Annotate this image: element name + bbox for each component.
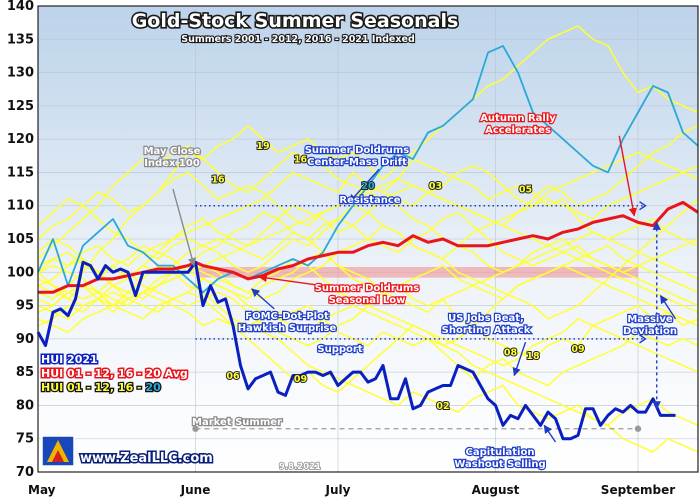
capitulation-arrow <box>543 424 557 443</box>
y-tick-label: 75 <box>16 432 34 447</box>
annotation-market-summer: Market Summer <box>192 417 282 428</box>
x-axis: May June July August September <box>28 483 675 497</box>
x-tick-label: June <box>180 483 211 497</box>
annotation-may-close-line2: Index 100 <box>144 158 200 169</box>
annotation-support: Support <box>317 344 362 355</box>
chart-title: Gold-Stock Summer Seasonals <box>132 10 459 32</box>
resistance-line-arrowhead <box>639 201 647 211</box>
seasonal-low-arrow <box>258 273 346 290</box>
seasonal-low-band <box>195 266 638 278</box>
annotation-jobs-beat-line1: US Jobs Beat, <box>448 313 524 324</box>
autumn-rally-arrow <box>618 135 637 217</box>
logo-text: www.ZealLLC.com <box>80 451 213 466</box>
y-axis: 70 75 80 85 90 95 100 105 110 115 120 125 130 135 140 <box>7 0 34 480</box>
legend-hui2021: HUI 2021 <box>41 353 98 366</box>
y-tick-label: 70 <box>16 465 34 480</box>
seasonal-low-band-layer <box>195 266 638 278</box>
y-tick-label: 125 <box>7 99 34 114</box>
fomc-arrow <box>251 288 275 310</box>
y-tick-label: 95 <box>16 299 34 314</box>
series-average-line <box>38 200 699 294</box>
massive-deviation-arrow <box>659 294 677 320</box>
y-tick-label: 100 <box>7 265 34 280</box>
series-hui-2021-line <box>36 260 676 441</box>
y-tick-label: 85 <box>16 365 34 380</box>
year-label-09: 09 <box>571 344 584 355</box>
annotation-autumn-rally-line1: Autumn Rally <box>480 113 556 124</box>
chart-date: 9.8.2021 <box>279 462 321 472</box>
individual-year-line <box>37 211 699 300</box>
annotation-fomc-line2: Hawkish Surprise <box>238 323 337 334</box>
annotation-center-mass-drift-line1: Summer Doldrums <box>305 145 410 156</box>
annotation-seasonal-low-line2: Seasonal Low <box>329 295 406 306</box>
annotation-fomc-line1: FOMC-Dot-Plot <box>245 311 329 322</box>
market-summer-end-dot <box>634 425 642 432</box>
annotation-massive-deviation-line1: Massive <box>627 314 673 325</box>
individual-year-line <box>37 231 699 313</box>
legend-indiv-suffix: 20 <box>145 381 161 394</box>
y-tick-label: 130 <box>7 66 34 81</box>
may-close-arrow <box>172 188 197 267</box>
annotation-massive-deviation-line2: Deviation <box>623 326 677 337</box>
annotation-autumn-rally-line2: Accelerates <box>485 125 551 136</box>
annotation-may-close-line1: May Close <box>144 146 201 157</box>
y-tick-label: 115 <box>7 165 34 180</box>
y-tick-label: 90 <box>16 332 34 347</box>
x-tick-label: September <box>601 483 675 497</box>
year-label-06: 06 <box>226 371 240 382</box>
year-label-19: 19 <box>256 141 269 152</box>
y-tick-label: 135 <box>7 32 34 47</box>
annotation-jobs-beat-line2: Shorting Attack <box>442 325 531 336</box>
y-tick-label: 105 <box>7 232 34 247</box>
year-label-09: 09 <box>294 374 307 385</box>
reference-lines-layer <box>192 201 647 432</box>
jobs-beat-arrow <box>512 341 527 377</box>
year-label-18: 18 <box>526 351 540 362</box>
annotation-arrows <box>172 135 677 443</box>
x-tick-label: May <box>28 483 56 497</box>
y-tick-label: 80 <box>16 398 34 413</box>
year-label-02: 02 <box>436 401 449 412</box>
legend-individual-years: HUI 01 - 12, 16 - 20 <box>41 381 161 394</box>
y-tick-label: 120 <box>7 132 34 147</box>
year-label-16: 16 <box>294 154 308 165</box>
main-series-layer <box>36 45 699 441</box>
annotation-center-mass-drift-line2: Center-Mass Drift <box>307 157 407 168</box>
annotation-capitulation-line1: Capitulation <box>466 447 535 458</box>
year-label-05: 05 <box>519 184 532 195</box>
annotation-seasonal-low-line1: Summer Doldrums <box>315 283 420 294</box>
y-tick-label: 140 <box>7 0 34 14</box>
year-label-08: 08 <box>504 348 518 359</box>
individual-year-line <box>37 178 699 333</box>
market-summer-start-dot <box>192 425 199 432</box>
plot-frame <box>37 5 699 473</box>
support-line-arrowhead <box>639 334 647 344</box>
zeal-logo: www.ZealLLC.com <box>41 435 214 468</box>
logo-emblem-inner-icon <box>52 450 64 462</box>
x-tick-label: August <box>472 483 520 497</box>
individual-year-line <box>37 278 699 453</box>
annotation-capitulation-line2: Washout Selling <box>454 459 545 470</box>
legend-average: HUI 01 - 12, 16 - 20 Avg <box>41 367 188 380</box>
year-label-16: 16 <box>211 174 225 185</box>
individual-year-line <box>37 165 699 274</box>
chart-subtitle: Summers 2001 - 2012, 2016 - 2021 Indexed <box>181 34 415 45</box>
y-tick-label: 110 <box>7 199 34 214</box>
annotation-resistance: Resistance <box>339 195 400 206</box>
legend: HUI 2021 HUI 01 - 12, 16 - 20 Avg HUI 01… <box>40 352 190 396</box>
year-label-20: 20 <box>361 181 375 192</box>
year-label-03: 03 <box>429 181 442 192</box>
legend-indiv-prefix: HUI 01 - 12, 16 - <box>41 381 145 394</box>
individual-year-line <box>37 231 699 360</box>
x-tick-label: July <box>325 483 351 497</box>
series-hui-2020-line <box>37 45 699 294</box>
individual-year-line <box>37 264 699 427</box>
doldrums-drift-arrow <box>348 168 380 204</box>
